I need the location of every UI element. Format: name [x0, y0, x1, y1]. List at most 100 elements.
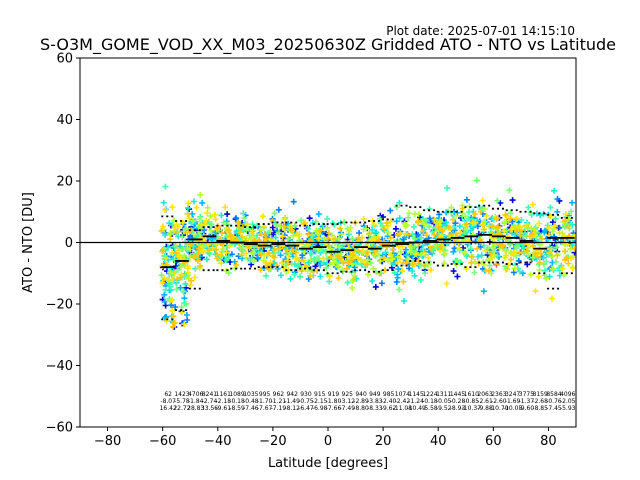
y-tick-label: −60 — [46, 421, 73, 436]
bin-stat-label: 28.83 — [187, 405, 204, 412]
bin-stat-label: -2.42 — [395, 398, 411, 405]
bin-stat-label: 985 — [383, 391, 395, 398]
bin-stat-label: -10.49 — [407, 405, 427, 412]
lower-percentile-markers — [161, 260, 575, 321]
bin-stat-label: -0.05 — [436, 398, 452, 405]
bin-stat-label: -8.93 — [450, 405, 466, 412]
bin-stat-label: -8.33 — [367, 405, 383, 412]
y-tick-label: 60 — [56, 52, 73, 67]
bin-stat-label: -1.70 — [257, 398, 273, 405]
bin-stat-label: 8159 — [533, 391, 548, 398]
bin-stat-label: -9.60 — [519, 405, 535, 412]
bin-stat-label: -0.48 — [243, 398, 259, 405]
bin-stat-label: -1.24 — [408, 398, 424, 405]
plot-date: Plot date: 2025-07-01 14:15:10 — [386, 24, 575, 38]
bin-stat-label: -10.05 — [503, 405, 523, 412]
bin-stat-label: 2063 — [477, 391, 492, 398]
x-tick-label: 60 — [485, 434, 502, 449]
x-axis-label: Latitude [degrees] — [268, 456, 388, 471]
bin-stat-label: -11.08 — [393, 405, 413, 412]
bin-stat-label: -8.07 — [160, 398, 176, 405]
median-markers — [161, 233, 575, 269]
bin-stat-label: -2.60 — [491, 398, 507, 405]
y-axis-label: ATO - NTO [DU] — [21, 192, 36, 293]
bin-stat-label: 3775 — [519, 391, 534, 398]
y-tick-label: −20 — [46, 298, 73, 313]
bin-stat-label: -10.37 — [462, 405, 482, 412]
bin-stat-label: 995 — [259, 391, 271, 398]
bin-stat-label: 62 — [164, 391, 172, 398]
bin-stat-label: 22.72 — [173, 405, 190, 412]
bin-stat-label: 1074 — [395, 391, 410, 398]
bin-stat-label: -1.80 — [326, 398, 342, 405]
bin-stat-label: -1.49 — [284, 398, 300, 405]
bin-stat-label: -2.89 — [353, 398, 369, 405]
bin-stat-label: 1610 — [464, 391, 479, 398]
bin-stat-label: -9.61 — [216, 405, 232, 412]
bin-stat-label: -1.69 — [505, 398, 521, 405]
bin-stat-label: 4096 — [560, 391, 575, 398]
x-tick-label: −80 — [94, 434, 121, 449]
bin-stat-label: 930 — [300, 391, 312, 398]
bin-stat-label: 919 — [328, 391, 340, 398]
bin-stat-label: 1445 — [450, 391, 465, 398]
bin-stat-label: 8584 — [546, 391, 561, 398]
chart-title: S-O3M_GOME_VOD_XX_M03_20250630Z Gridded … — [40, 35, 616, 55]
y-tick-label: −40 — [46, 359, 73, 374]
y-tick-label: 40 — [56, 113, 73, 128]
bin-stat-label: -0.76 — [546, 398, 562, 405]
bin-stat-label: -2.15 — [312, 398, 328, 405]
bin-stat-label: 1423 — [174, 391, 189, 398]
bin-stat-label: -1.37 — [519, 398, 535, 405]
x-tick-label: −20 — [259, 434, 286, 449]
bin-stat-label: -1.84 — [188, 398, 204, 405]
bin-stat-label: 8241 — [202, 391, 217, 398]
bin-stat-label: -7.19 — [271, 405, 287, 412]
bin-stat-label: -8.12 — [284, 405, 300, 412]
bin-stat-label: -2.18 — [216, 398, 232, 405]
bin-stat-label: 915 — [314, 391, 326, 398]
bin-stat-label: -0.18 — [229, 398, 245, 405]
x-tick-label: 80 — [540, 434, 557, 449]
bin-stat-label: -3.12 — [340, 398, 356, 405]
bin-stat-label: 3247 — [505, 391, 520, 398]
bin-stat-label: 925 — [342, 391, 354, 398]
x-tick-label: −40 — [204, 434, 231, 449]
bin-stat-label: 940 — [355, 391, 367, 398]
x-tick-label: 40 — [430, 434, 447, 449]
bin-stat-label: -0.18 — [422, 398, 438, 405]
bin-stat-label: -5.58 — [422, 405, 438, 412]
bin-stat-label: 1311 — [436, 391, 451, 398]
x-tick-label: 20 — [375, 434, 392, 449]
y-tick-label: 20 — [56, 175, 73, 190]
x-axis-ticks: −80 −60 −40 −20 0 20 40 60 80 — [94, 427, 557, 449]
bin-stat-label: -2.68 — [532, 398, 548, 405]
bin-stat-label: 949 — [369, 391, 381, 398]
y-axis-ticks: −60 −40 −20 0 20 40 60 — [46, 52, 80, 436]
bin-stat-label: -2.61 — [477, 398, 493, 405]
bin-stat-label: -8.85 — [532, 405, 548, 412]
y-tick-label: 0 — [65, 236, 73, 251]
bin-stat-label: 962 — [273, 391, 285, 398]
bin-stat-label: -7.66 — [326, 405, 342, 412]
bin-stat-label: 942 — [286, 391, 298, 398]
x-tick-label: −60 — [149, 434, 176, 449]
upper-percentile-markers — [161, 204, 575, 232]
scatter-series-8 — [158, 205, 576, 330]
bin-stat-label: -7.46 — [243, 405, 259, 412]
bin-stat-label: -9.52 — [436, 405, 452, 412]
bin-stat-label: 1035 — [243, 391, 258, 398]
bin-stat-label: 1161 — [216, 391, 231, 398]
bin-stat-label: -7.67 — [257, 405, 273, 412]
bin-stat-label: -2.74 — [202, 398, 218, 405]
bin-stat-label: 1089 — [229, 391, 244, 398]
bin-stat-label: -1.21 — [271, 398, 287, 405]
bin-stat-label: -8.80 — [353, 405, 369, 412]
bin-stat-label: 2363 — [491, 391, 506, 398]
bin-stat-label: -5.93 — [560, 405, 576, 412]
bin-stat-label: 4706 — [188, 391, 203, 398]
bin-stat-label: -9.62 — [381, 405, 397, 412]
bin-stat-label: -3.83 — [367, 398, 383, 405]
bin-stat-label: -8.59 — [229, 405, 245, 412]
